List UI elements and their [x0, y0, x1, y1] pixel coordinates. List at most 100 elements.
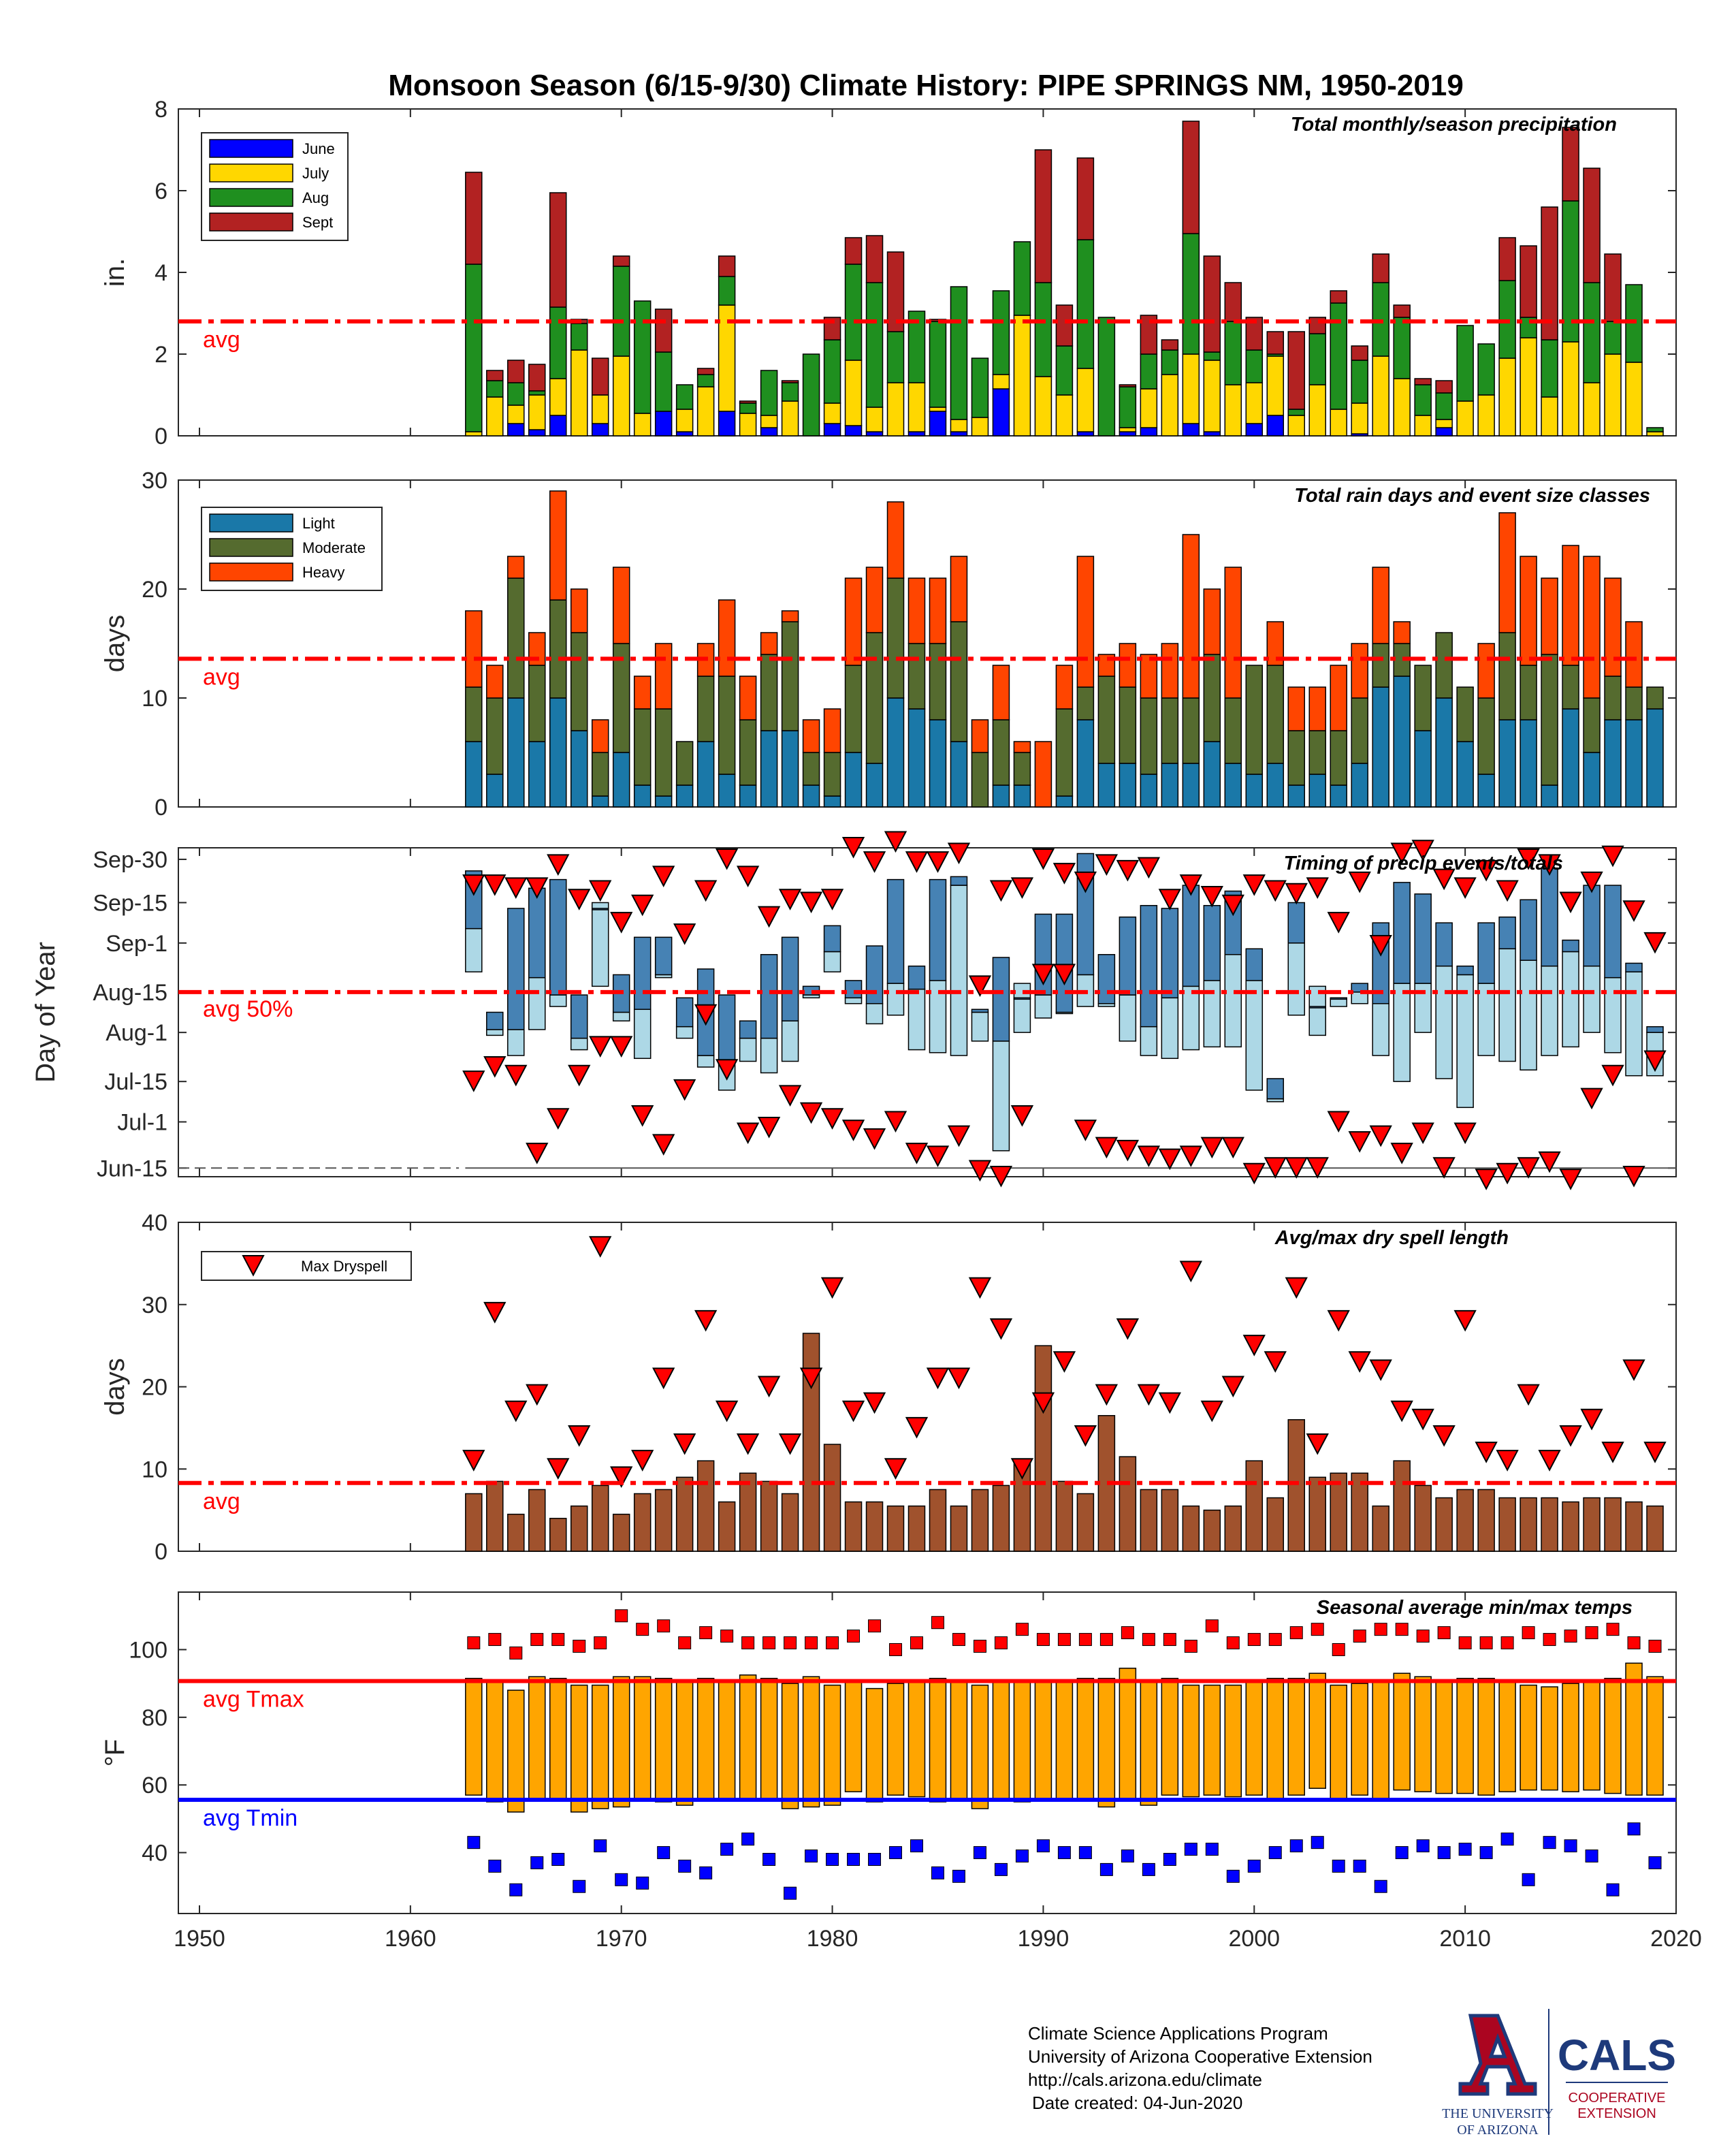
tmax-marker	[1627, 1636, 1641, 1650]
temp-range-bar	[1414, 1676, 1432, 1792]
tmin-marker	[699, 1866, 713, 1879]
dryspell-bar	[591, 1485, 609, 1552]
tmin-marker	[1289, 1839, 1303, 1853]
bar-july	[1435, 419, 1453, 428]
timing-bar-upper	[1182, 885, 1200, 987]
timing-bar-upper	[549, 878, 567, 996]
dryspell-bar	[1625, 1501, 1643, 1552]
dryspell-bar	[1055, 1480, 1074, 1552]
tmin-marker	[889, 1846, 903, 1860]
bar-light	[718, 774, 736, 808]
timing-bar-lower	[612, 1011, 630, 1021]
y-axis-label: days	[100, 615, 130, 673]
bar-aug	[528, 390, 546, 396]
timing-bar-upper	[1604, 885, 1622, 979]
tmax-marker	[467, 1636, 481, 1650]
dryspell-bar	[696, 1460, 715, 1552]
bar-aug	[1541, 339, 1558, 398]
max-dryspell-marker	[778, 1433, 802, 1455]
tmax-marker	[741, 1636, 755, 1650]
dryspell-bar	[1266, 1497, 1285, 1552]
tmin-marker	[1184, 1843, 1197, 1856]
tmax-marker	[1184, 1639, 1197, 1653]
legend-label: Sept	[302, 214, 333, 231]
last-event-marker	[1200, 886, 1223, 908]
y-tick-label: Jul-15	[104, 1069, 167, 1095]
bar-heavy	[1351, 643, 1368, 699]
max-dryspell-marker	[884, 1458, 907, 1480]
bar-heavy	[1604, 577, 1622, 677]
last-event-marker	[547, 854, 570, 876]
bar-light	[781, 730, 799, 808]
bar-heavy	[1372, 567, 1389, 644]
y-tick-label: 0	[155, 795, 167, 821]
timing-bar-lower	[1498, 948, 1516, 1062]
bar-sept	[865, 235, 884, 283]
tmin-marker	[826, 1853, 839, 1867]
average-label: avg	[203, 327, 240, 353]
tmin-marker	[1036, 1839, 1050, 1853]
bar-aug	[486, 380, 504, 398]
y-tick-label: Sep-30	[93, 847, 167, 873]
tmin-marker	[1437, 1846, 1451, 1860]
first-event-marker	[1031, 964, 1055, 986]
tmax-marker	[1374, 1623, 1387, 1636]
bar-moderate	[1498, 632, 1516, 720]
temp-range-bar	[1604, 1677, 1622, 1794]
bar-aug	[971, 358, 989, 418]
bar-moderate	[1435, 632, 1453, 699]
bar-moderate	[1013, 752, 1031, 786]
timing-bar-upper	[1625, 962, 1643, 972]
bar-aug	[1604, 321, 1622, 355]
bar-july	[1076, 368, 1095, 432]
timing-bar-upper	[1055, 913, 1074, 1013]
tmax-marker	[1057, 1633, 1071, 1647]
bar-light	[528, 741, 546, 808]
tmin-marker	[720, 1843, 734, 1856]
legend-label: Moderate	[302, 539, 366, 556]
timing-bar-upper	[1498, 916, 1516, 950]
first-event-marker	[1306, 1157, 1329, 1179]
bar-moderate	[1541, 654, 1558, 786]
bar-aug	[570, 323, 588, 351]
first-event-marker	[1179, 1145, 1202, 1167]
first-event-marker	[884, 1111, 907, 1133]
legend-swatch	[209, 139, 293, 158]
bar-sept	[1541, 206, 1558, 340]
bar-july	[1520, 337, 1537, 436]
first-event-marker	[947, 1125, 971, 1147]
timing-bar-lower	[1456, 974, 1474, 1109]
max-dryspell-marker	[694, 1309, 718, 1332]
timing-bar-lower	[549, 994, 567, 1007]
chart-panels: 0 2 4 6 8 avg in. Total monthly/season precipit…	[31, 97, 1702, 1952]
tmin-marker	[467, 1836, 481, 1850]
last-event-marker	[1285, 883, 1308, 905]
first-event-marker	[968, 1160, 992, 1182]
temp-range-bar	[1182, 1684, 1200, 1798]
dryspell-bar	[486, 1480, 504, 1552]
bar-aug	[992, 290, 1010, 375]
y-tick-label: 0	[155, 1539, 167, 1565]
tmax-marker	[678, 1636, 692, 1650]
timing-bar-upper	[1097, 954, 1116, 1004]
legend-label: Max Dryspell	[301, 1258, 387, 1275]
panel-title: Total rain days and event size classes	[1294, 485, 1650, 507]
bar-heavy	[612, 567, 630, 644]
bar-light	[992, 784, 1010, 808]
last-event-marker	[1074, 871, 1097, 893]
tmax-marker	[1332, 1642, 1345, 1656]
bar-heavy	[950, 556, 968, 622]
legend-label: Aug	[302, 189, 329, 206]
last-event-marker	[989, 880, 1013, 902]
timing-bar-upper	[1330, 997, 1347, 1000]
bar-aug	[718, 276, 736, 306]
last-event-marker	[694, 880, 718, 902]
bar-light	[760, 730, 778, 808]
timing-bar-upper	[739, 1020, 757, 1039]
last-event-marker	[462, 874, 485, 896]
bar-moderate	[1308, 730, 1326, 775]
first-event-marker	[568, 1064, 591, 1087]
temp-range-bar	[844, 1681, 863, 1792]
bar-sept	[1266, 331, 1285, 355]
timing-bar-upper	[507, 908, 525, 1030]
